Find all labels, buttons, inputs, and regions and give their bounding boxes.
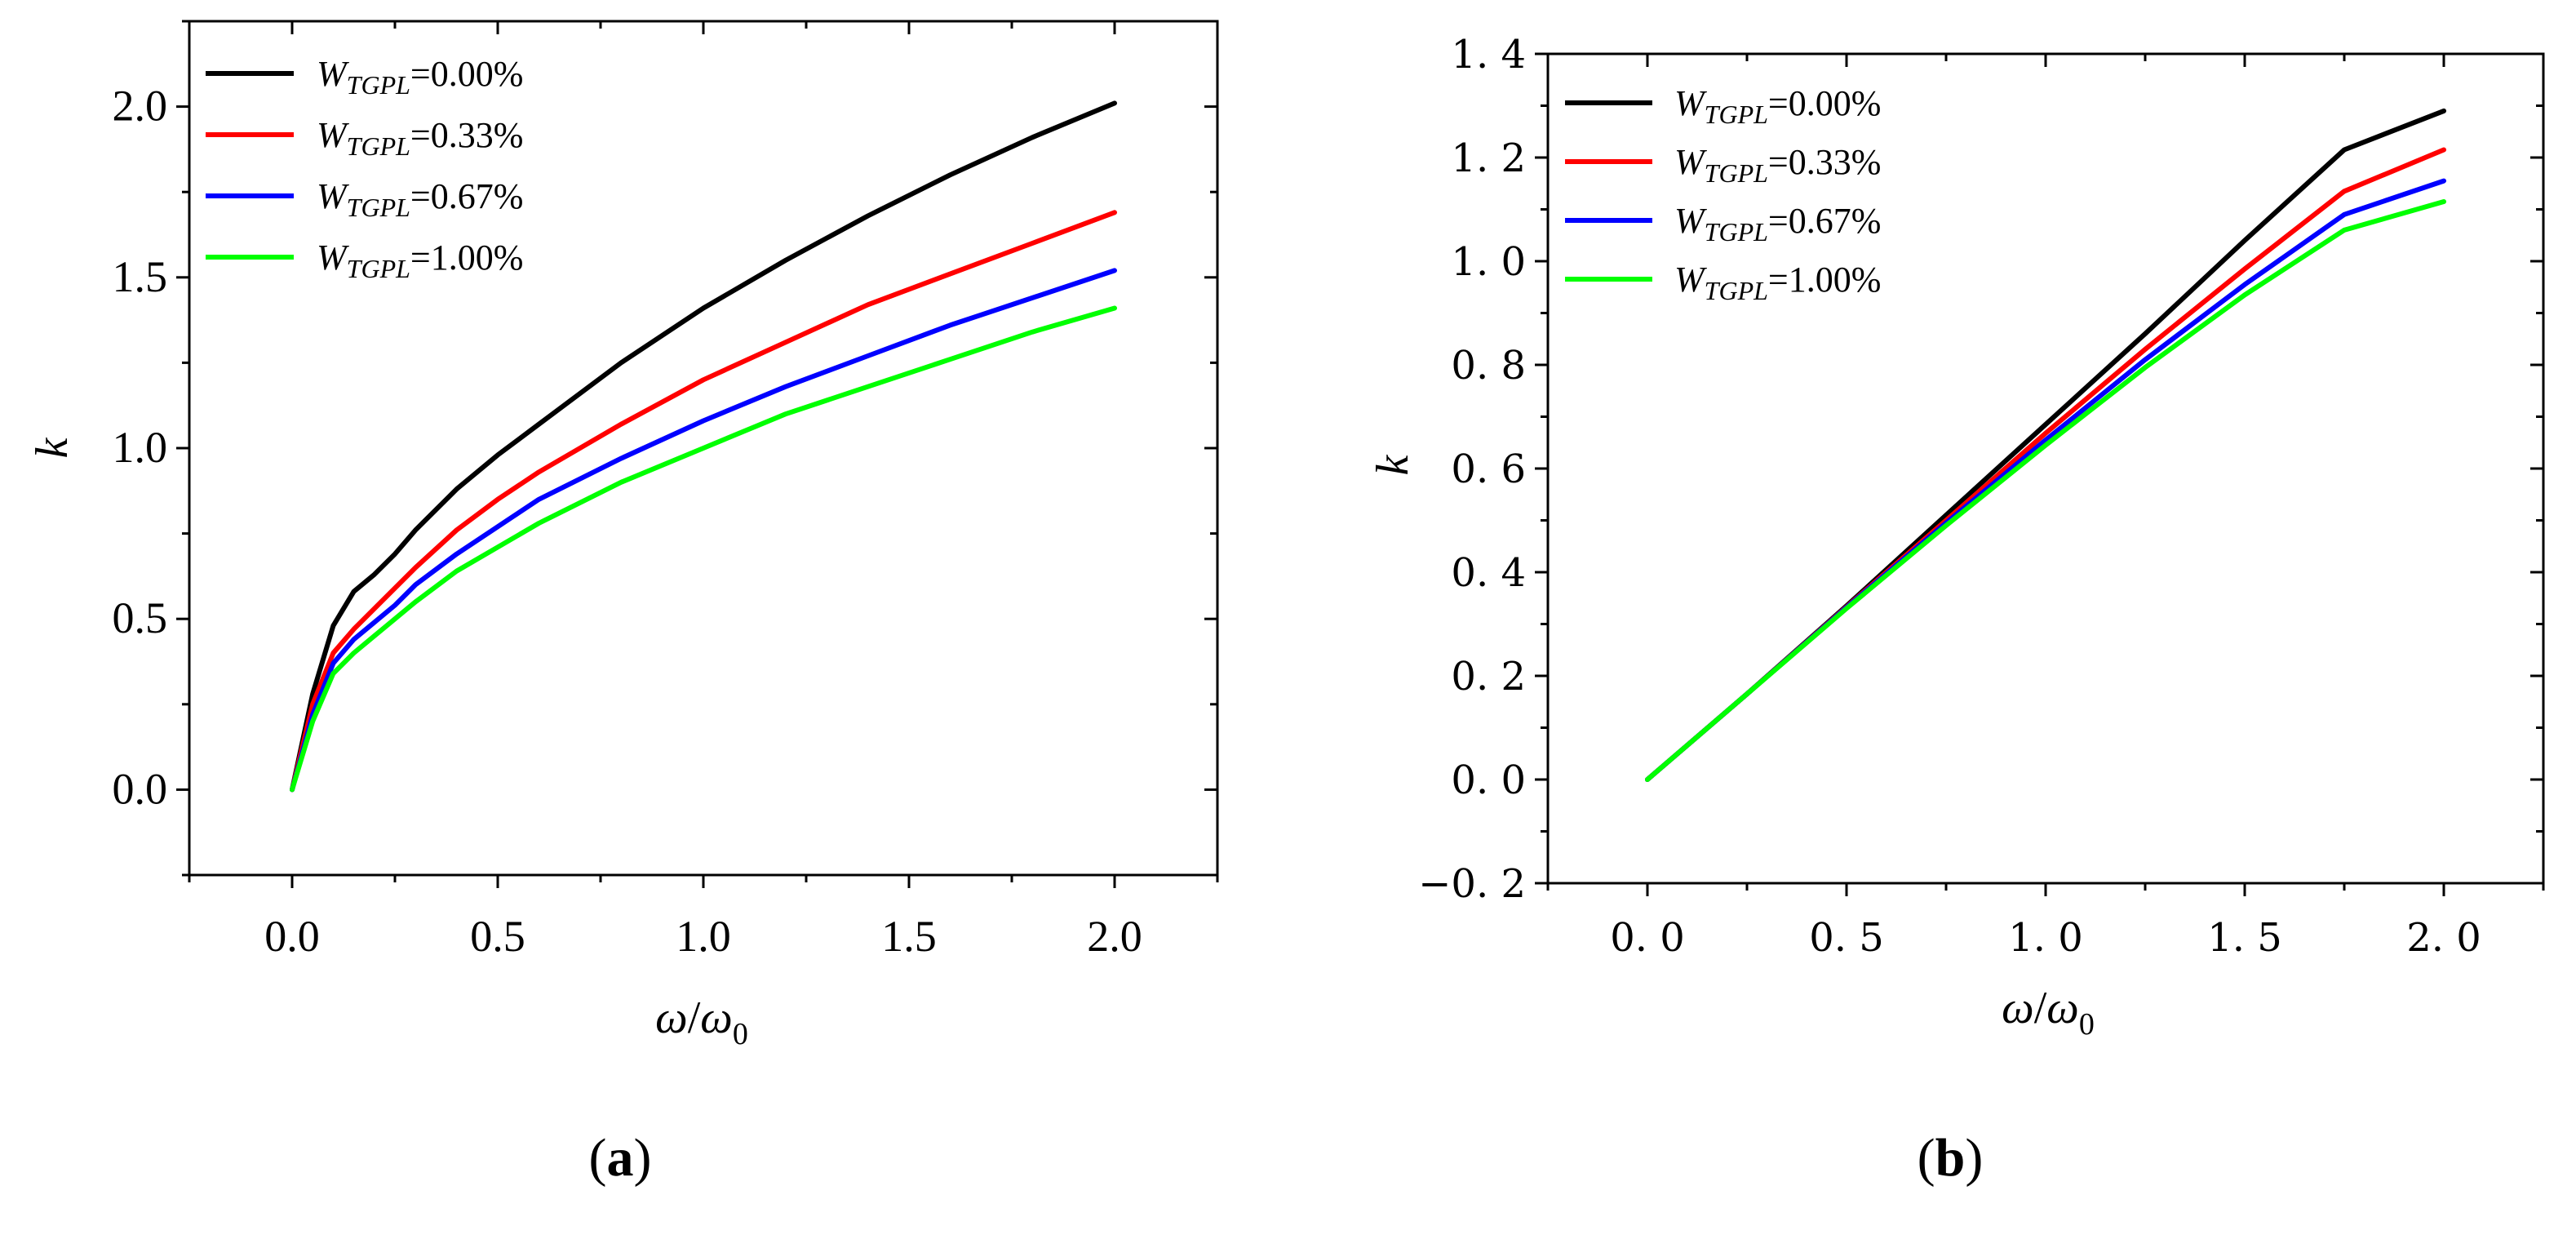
series-line-W067 [290, 268, 1117, 793]
chart-panel-a: 0.0 0.5 1.0 1.5 2.0 0.0 0.5 1.0 1.5 2.0 k ω/ω0 WTGPL… [27, 20, 1219, 1188]
y-tick-label: 1. 4 [1451, 32, 1526, 78]
y-tick-label: 0. 2 [1451, 654, 1526, 700]
y-tick-label: 1. 0 [1451, 239, 1526, 285]
x-tick-label: 0. 0 [1610, 915, 1685, 961]
x-tick-label: 2.0 [1087, 912, 1142, 961]
legend-label: WTGPL=1.00% [317, 238, 523, 283]
y-tick-label: 0. 8 [1451, 343, 1526, 389]
legend: WTGPL=0.00% WTGPL=0.33% WTGPL=0.67% WTGPL=1… [206, 54, 523, 283]
x-tick-label: 0.0 [264, 912, 320, 961]
y-axis-title: k [1368, 454, 1418, 475]
x-axis-title: ω/ω0 [2002, 983, 2095, 1042]
legend-label: WTGPL=0.00% [1674, 83, 1881, 129]
legend-label: WTGPL=0.33% [1674, 142, 1881, 188]
y-tick-label: 0. 6 [1451, 446, 1526, 492]
series-line-W033 [290, 210, 1117, 793]
panel-label: (b) [1918, 1128, 1984, 1188]
chart-panel-b: 0. 0 0. 5 1. 0 1. 5 2. 0 −0. 2 0. 0 0. 2 0. 4 0. … [1368, 32, 2545, 1188]
y-tick-label: 2.0 [113, 82, 168, 131]
x-axis-title: ω/ω0 [655, 993, 748, 1051]
series-line-W1 [1645, 199, 2446, 782]
y-tick-label: 0.0 [113, 764, 168, 813]
y-axis-title: k [27, 437, 78, 458]
series-line-W067 [1645, 178, 2446, 782]
y-tick-label: 0. 4 [1451, 550, 1526, 596]
series-line-W1 [290, 305, 1117, 793]
x-tick-label: 2. 0 [2406, 915, 2481, 961]
x-tick-label: 1. 0 [2008, 915, 2083, 961]
legend-label: WTGPL=0.33% [317, 115, 523, 161]
x-tick-label: 1.5 [881, 912, 937, 961]
x-tick-label: 0.5 [470, 912, 525, 961]
x-tick-label: 1.0 [676, 912, 731, 961]
legend-label: WTGPL=1.00% [1674, 260, 1881, 305]
y-tick-label: 1.0 [113, 423, 168, 472]
legend-label: WTGPL=0.00% [317, 54, 523, 100]
legend-label: WTGPL=0.67% [317, 176, 523, 222]
y-tick-label: 0. 0 [1451, 757, 1526, 803]
series-line-W0 [290, 100, 1117, 793]
panel-label: (a) [589, 1128, 652, 1188]
legend-label: WTGPL=0.67% [1674, 201, 1881, 247]
y-tick-label: 1.5 [113, 252, 168, 301]
y-tick-label: −0. 2 [1418, 861, 1526, 907]
y-tick-label: 0.5 [113, 593, 168, 642]
x-tick-label: 1. 5 [2207, 915, 2282, 961]
x-tick-label: 0. 5 [1809, 915, 1884, 961]
y-tick-label: 1. 2 [1451, 135, 1526, 181]
legend: WTGPL=0.00% WTGPL=0.33% WTGPL=0.67% WTGPL=1… [1565, 83, 1881, 305]
